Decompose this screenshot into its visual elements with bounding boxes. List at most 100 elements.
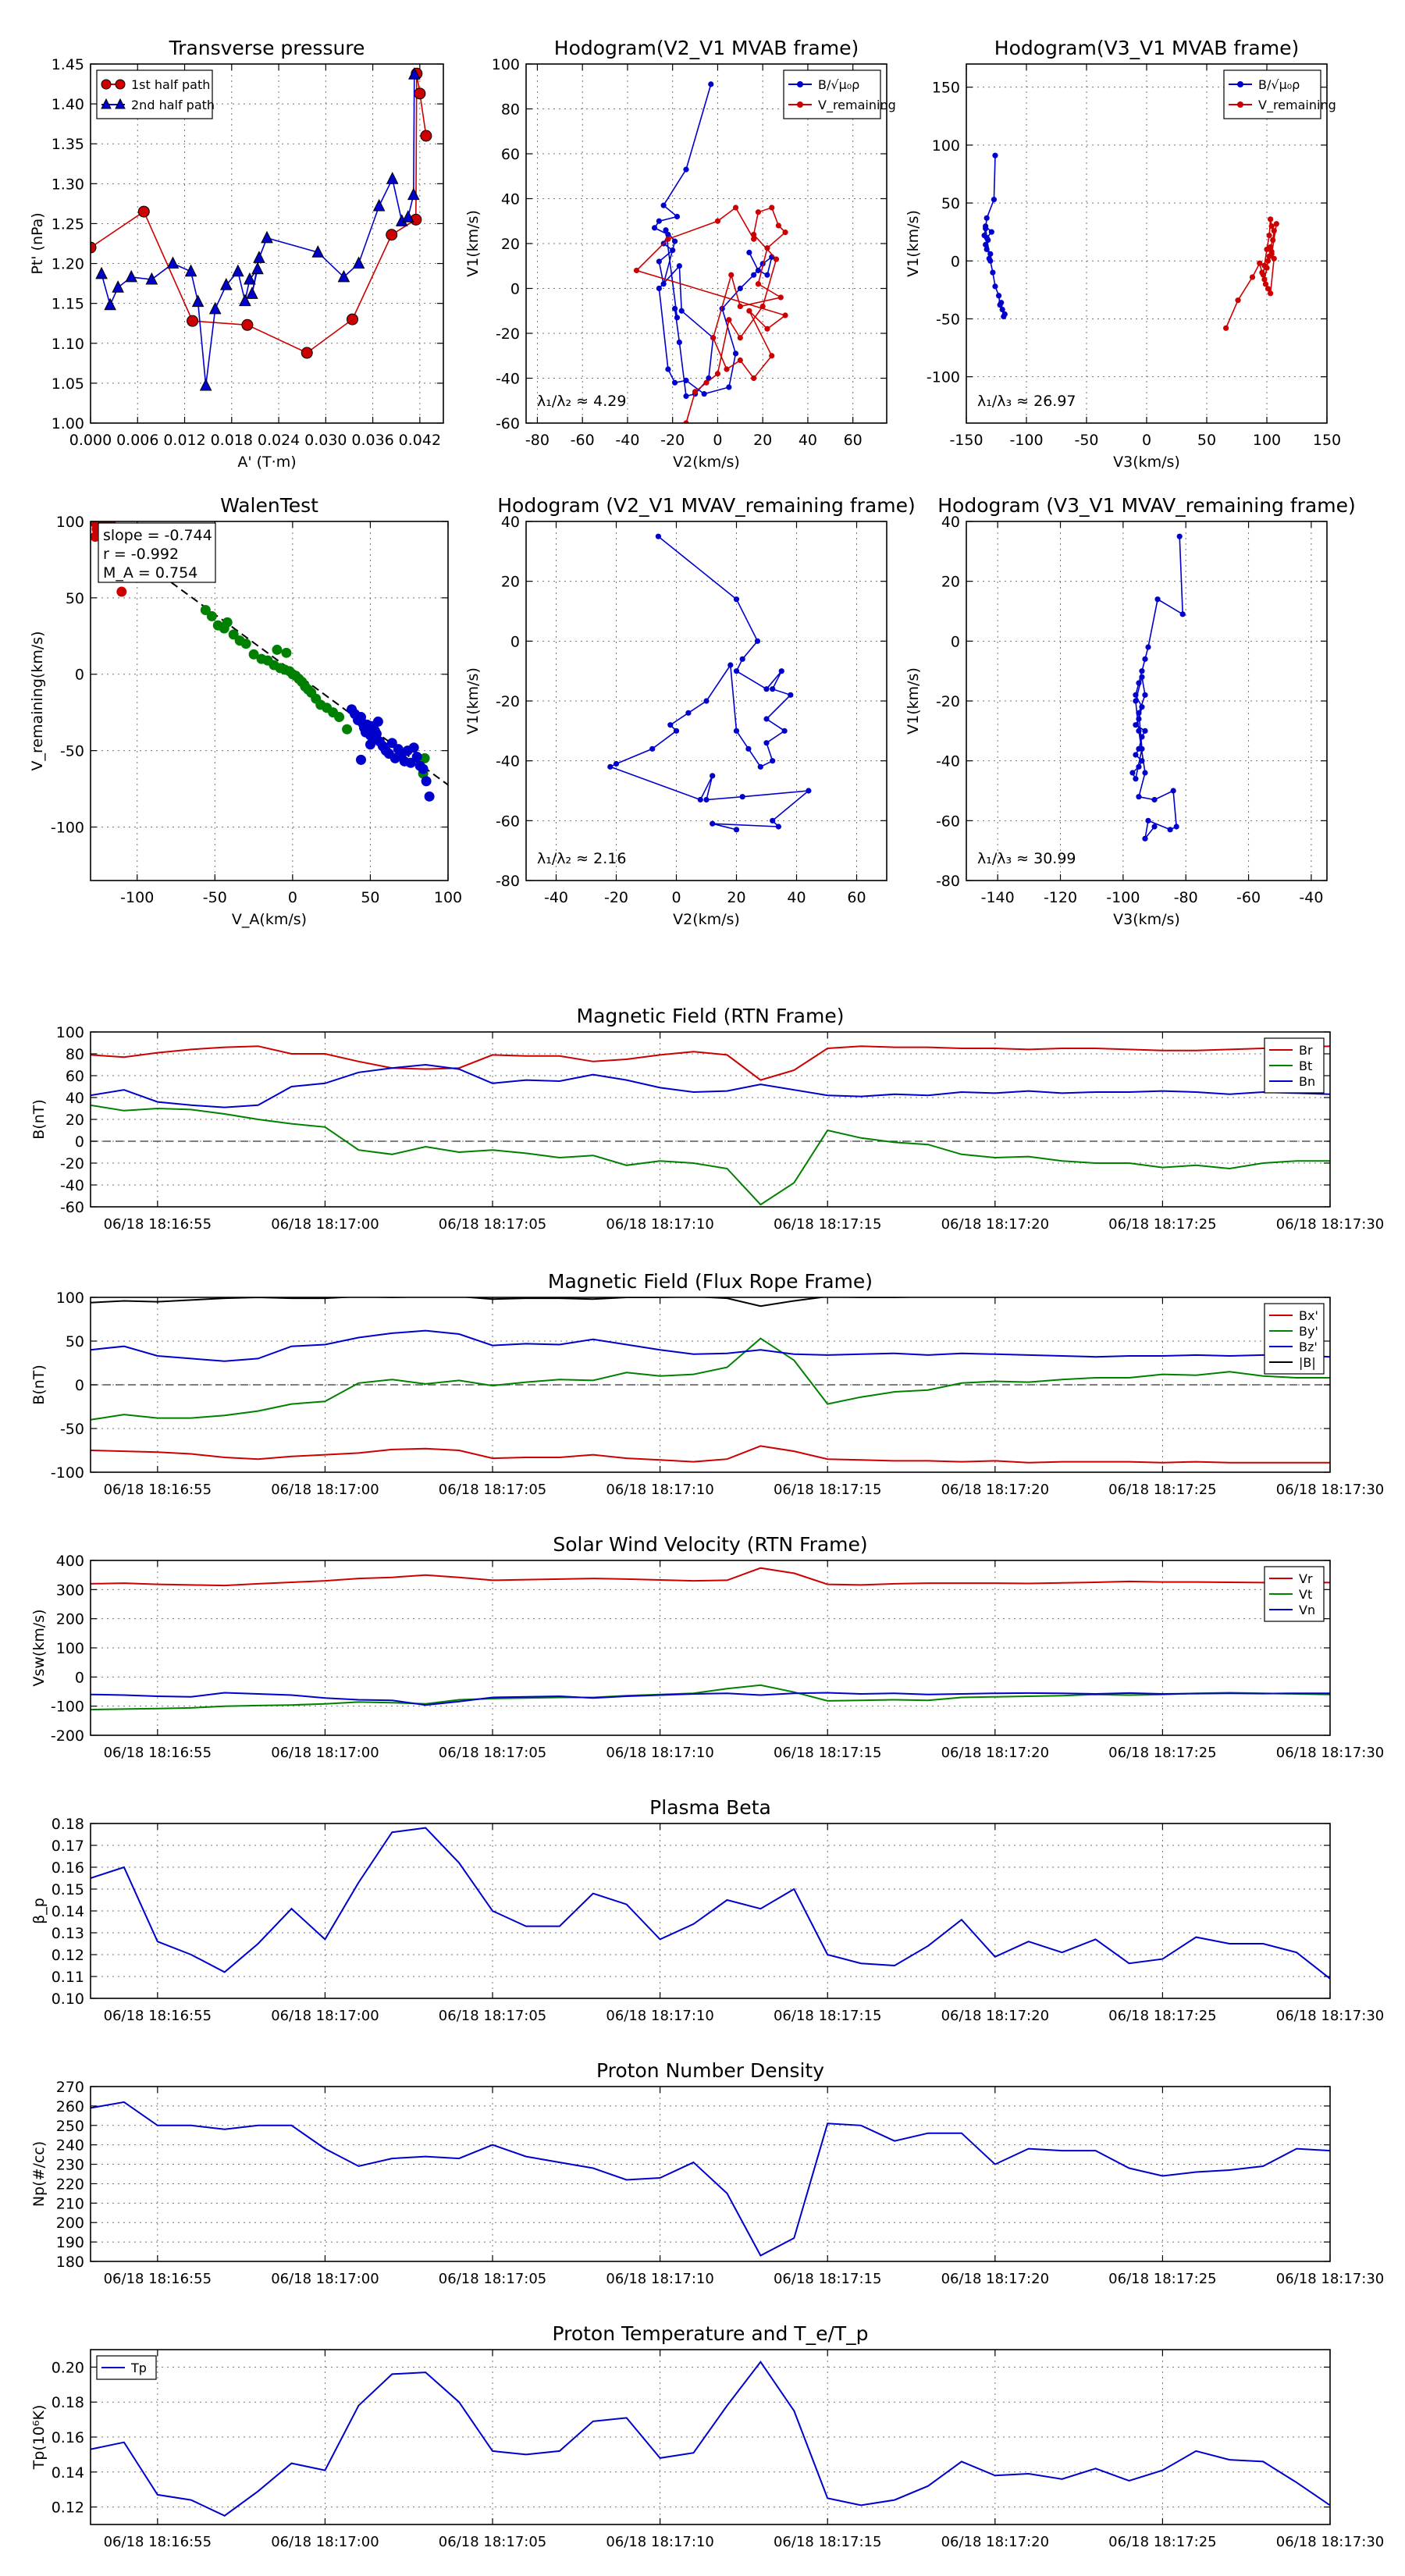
- y-tick-label: 1.40: [52, 96, 84, 113]
- y-axis-label: V1(km/s): [464, 210, 482, 277]
- data-point: [737, 303, 743, 310]
- y-tick-label: -100: [51, 1464, 84, 1482]
- data-point: [424, 791, 435, 802]
- data-point: [663, 227, 669, 233]
- x-tick-label: 06/18 18:17:20: [941, 1482, 1049, 1498]
- data-point: [1142, 728, 1148, 734]
- data-point: [754, 638, 761, 644]
- data-point: [1129, 770, 1136, 776]
- data-point: [1136, 794, 1142, 800]
- data-point: [746, 249, 752, 256]
- data-point: [984, 234, 990, 241]
- data-point: [656, 285, 662, 292]
- data-point: [342, 724, 353, 735]
- y-tick-label: 200: [56, 1611, 84, 1628]
- y-tick-label: 1.00: [52, 415, 84, 432]
- series-line-|B|: [91, 1297, 926, 1308]
- legend-marker: [1237, 81, 1243, 87]
- data-point: [1151, 824, 1158, 830]
- data-point: [253, 251, 265, 263]
- x-tick-label: 06/18 18:17:30: [1276, 2271, 1384, 2287]
- x-tick-label: 0.018: [211, 432, 253, 449]
- data-point: [1136, 710, 1142, 716]
- data-point: [992, 152, 998, 158]
- data-point: [145, 272, 158, 285]
- y-axis-label: B(nT): [30, 1364, 48, 1405]
- x-tick-label: 06/18 18:17:25: [1108, 2271, 1216, 2287]
- chart-title: Magnetic Field (Flux Rope Frame): [548, 1270, 873, 1293]
- y-tick-label: 270: [56, 2079, 84, 2096]
- legend-label: Vt: [1299, 1587, 1312, 1602]
- data-point: [703, 796, 710, 803]
- y-tick-label: 0.10: [52, 1991, 84, 2008]
- y-tick-label: -100: [51, 1699, 84, 1716]
- panel-p7: Magnetic Field (RTN Frame) 06/18 18:16:55…: [30, 1005, 1384, 1233]
- data-point: [407, 187, 420, 201]
- data-point: [806, 788, 812, 794]
- data-point: [733, 596, 740, 603]
- series-line-beta: [91, 1827, 1330, 1980]
- data-point: [1167, 827, 1173, 833]
- annotation-line: M_A = 0.754: [103, 564, 197, 582]
- data-point: [751, 236, 757, 242]
- chart-title: Proton Number Density: [596, 2059, 824, 2082]
- legend: B/√μ₀ρ V_remaining: [1223, 69, 1336, 119]
- data-point: [91, 241, 97, 254]
- x-tick-label: 50: [1197, 432, 1216, 449]
- y-axis-label: Tp(10⁶K): [30, 2405, 48, 2471]
- data-point: [769, 205, 775, 211]
- data-point: [301, 347, 313, 359]
- data-point: [665, 366, 671, 372]
- x-tick-label: 06/18 18:17:20: [941, 1216, 1049, 1233]
- data-layer: [91, 67, 432, 391]
- y-tick-label: 80: [66, 1046, 84, 1063]
- y-tick-label: 100: [56, 1640, 84, 1657]
- x-tick-label: -120: [1044, 889, 1077, 906]
- x-tick-label: 0.036: [351, 432, 393, 449]
- x-tick-label: -40: [544, 889, 568, 906]
- data-point: [1271, 228, 1277, 234]
- y-tick-label: 100: [56, 514, 84, 531]
- data-point: [733, 728, 740, 734]
- annotation-box: [98, 522, 216, 583]
- data-point: [987, 251, 994, 257]
- x-tick-label: 06/18 18:17:20: [941, 2534, 1049, 2550]
- data-point: [228, 629, 239, 640]
- data-point: [983, 241, 989, 248]
- legend: Tp: [96, 2355, 157, 2380]
- y-axis-label: V1(km/s): [464, 667, 482, 735]
- data-point: [759, 303, 766, 310]
- y-tick-label: 0: [951, 633, 960, 650]
- x-tick-label: 06/18 18:17:15: [774, 1482, 881, 1498]
- x-tick-label: 06/18 18:17:00: [271, 2534, 379, 2550]
- y-tick-label: 40: [501, 514, 520, 531]
- x-tick-label: 60: [844, 432, 863, 449]
- y-tick-label: 0.14: [52, 1903, 84, 1920]
- x-tick-label: 06/18 18:17:00: [271, 1482, 379, 1498]
- y-tick-label: 1.45: [52, 56, 84, 73]
- data-point: [782, 229, 788, 236]
- x-axis-label: V_A(km/s): [232, 911, 307, 928]
- data-point: [372, 198, 386, 212]
- data-point: [775, 824, 782, 830]
- data-point: [239, 294, 251, 307]
- x-tick-label: 06/18 18:17:05: [439, 1482, 546, 1498]
- data-point: [714, 371, 721, 377]
- data-point: [710, 335, 717, 341]
- legend-label: Tp: [130, 2361, 147, 2375]
- x-tick-label: -60: [571, 432, 595, 449]
- x-tick-label: 100: [1253, 432, 1281, 449]
- x-tick-label: 06/18 18:17:05: [439, 1745, 546, 1761]
- data-point: [1142, 656, 1148, 662]
- data-point: [1145, 644, 1151, 650]
- y-tick-label: -50: [60, 743, 84, 760]
- data-layer: [91, 2101, 1330, 2257]
- x-tick-label: 50: [361, 889, 379, 906]
- y-tick-label: -40: [496, 371, 520, 388]
- x-tick-label: -100: [1009, 432, 1043, 449]
- x-tick-label: 0.012: [163, 432, 205, 449]
- x-tick-label: -20: [660, 432, 685, 449]
- data-point: [999, 306, 1005, 313]
- data-point: [770, 758, 776, 764]
- y-tick-label: 1.30: [52, 176, 84, 193]
